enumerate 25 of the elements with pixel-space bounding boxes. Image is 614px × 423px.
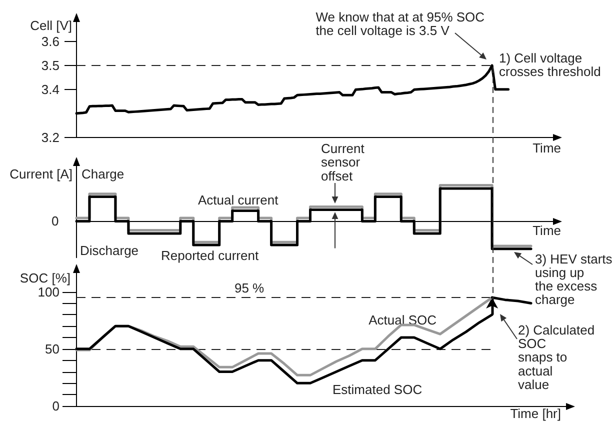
text: Current sensor offset bbox=[321, 141, 365, 184]
x-axis-title: Time bbox=[532, 140, 561, 156]
y-tick-label: 3.4 bbox=[41, 82, 60, 97]
series-label: Reported current bbox=[161, 248, 259, 264]
annotation: 2) Calculated SOC snaps to actual value bbox=[518, 322, 595, 392]
y-axis-title: SOC [%] bbox=[20, 270, 70, 286]
y-tick-label: 0 bbox=[52, 398, 60, 414]
y-tick-label: 100 bbox=[38, 284, 60, 300]
text: Charge bbox=[82, 166, 124, 182]
ref-line-label: 95 % bbox=[234, 280, 265, 296]
series-label: Estimated SOC bbox=[332, 382, 422, 398]
y-tick-label: 3.2 bbox=[41, 130, 60, 145]
y-tick-label: 3.5 bbox=[41, 58, 60, 73]
x-axis-title: Time [hr] bbox=[510, 406, 561, 421]
x-axis-title: Time bbox=[532, 223, 561, 238]
annotation: 1) Cell voltage crosses threshold bbox=[499, 50, 601, 80]
y-tick-label: 3.6 bbox=[41, 34, 60, 50]
series-label: Actual current bbox=[198, 192, 279, 208]
series-label: Actual SOC bbox=[368, 312, 437, 328]
annotation: 3) HEV starts using up the excess charge bbox=[535, 251, 613, 308]
y-axis-title: Current [A] bbox=[10, 166, 72, 182]
y-axis-title: Cell [V] bbox=[30, 18, 72, 34]
annotation: Discharge bbox=[80, 243, 139, 258]
annotation: We know that at at 95% SOC the cell voltage is 3.5 V bbox=[316, 10, 485, 38]
y-tick-label: 50 bbox=[45, 341, 60, 356]
